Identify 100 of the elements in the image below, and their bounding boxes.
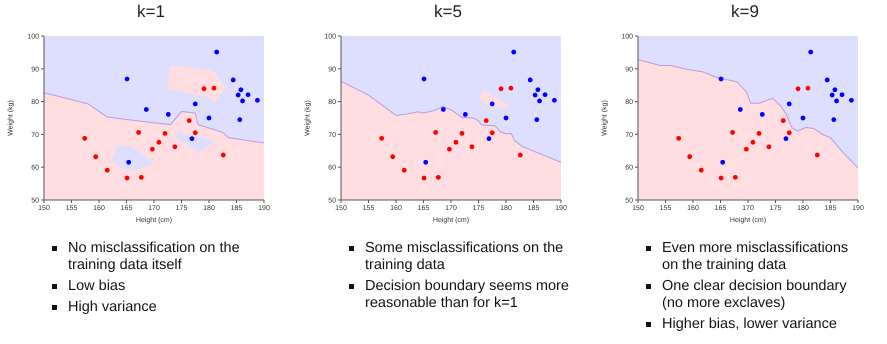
chart-title: k=1 (136, 2, 166, 22)
point (756, 131, 762, 136)
point (808, 50, 814, 54)
point (126, 160, 132, 165)
point (246, 92, 250, 98)
point (172, 144, 178, 150)
point (237, 117, 242, 122)
point (534, 117, 540, 122)
point (528, 78, 533, 82)
point (786, 130, 792, 136)
point (832, 87, 838, 92)
point (192, 102, 198, 106)
point (166, 112, 171, 117)
point (190, 136, 194, 142)
point (440, 107, 446, 112)
point (542, 92, 548, 98)
point (552, 98, 557, 103)
point (498, 86, 504, 92)
point (212, 86, 216, 91)
point (162, 131, 168, 136)
point (138, 174, 144, 180)
point (766, 144, 772, 150)
point (532, 92, 538, 98)
point (436, 174, 441, 180)
point (156, 140, 162, 145)
point (830, 92, 835, 98)
point (402, 168, 407, 173)
point (718, 76, 724, 82)
point (255, 98, 260, 103)
point (518, 152, 523, 158)
point (220, 152, 226, 158)
point (460, 131, 464, 136)
point (104, 168, 110, 173)
point (214, 50, 220, 54)
point (806, 86, 810, 91)
point (687, 154, 692, 160)
point (744, 146, 749, 152)
point (379, 136, 384, 141)
text: No misclassification on the training data itself (68, 240, 240, 273)
point (511, 50, 516, 54)
point (676, 136, 682, 141)
point (422, 176, 426, 180)
point (240, 98, 245, 104)
text: One clear decision boundary (no more exclaves) (662, 278, 847, 311)
point (490, 102, 495, 106)
point (536, 87, 540, 92)
point (814, 152, 820, 158)
point (537, 98, 542, 104)
chart-title: k=5 (433, 2, 463, 22)
point (849, 98, 854, 103)
point (486, 136, 492, 142)
point (730, 130, 735, 135)
point (186, 118, 192, 124)
point (124, 176, 130, 180)
text: Low bias (68, 278, 126, 294)
point (422, 76, 426, 82)
point (786, 102, 792, 106)
point (446, 146, 452, 152)
text: Higher bias, lower variance (662, 316, 837, 332)
point (433, 130, 438, 135)
point (490, 130, 495, 136)
point (236, 92, 241, 98)
point (784, 136, 788, 142)
point (834, 98, 839, 104)
point (192, 130, 198, 136)
point (202, 86, 206, 92)
point (150, 146, 155, 152)
point (230, 78, 236, 82)
text: Some misclassifications on the training data (365, 240, 564, 273)
point (750, 140, 756, 145)
point (124, 76, 130, 82)
point (698, 168, 704, 173)
point (238, 87, 244, 92)
point (840, 92, 844, 98)
point (720, 160, 726, 165)
point (800, 116, 806, 120)
point (760, 112, 765, 117)
point (206, 116, 212, 120)
point (738, 107, 743, 112)
point (504, 116, 508, 120)
point (780, 118, 786, 124)
point (831, 117, 836, 122)
point (824, 78, 830, 82)
point (484, 118, 489, 124)
point (144, 107, 149, 112)
chart-title: k=9 (730, 2, 760, 22)
point (470, 144, 474, 150)
point (93, 154, 98, 160)
point (462, 112, 468, 117)
point (718, 176, 724, 180)
text: Even more misclassifications on the training data (662, 240, 848, 273)
point (423, 160, 428, 165)
point (136, 130, 141, 135)
text: Decision boundary seems more reasonable than for k=1 (365, 278, 569, 311)
point (82, 136, 88, 141)
point (454, 140, 458, 145)
point (508, 86, 514, 91)
point (796, 86, 800, 92)
text: High variance (68, 299, 157, 315)
point (732, 174, 738, 180)
